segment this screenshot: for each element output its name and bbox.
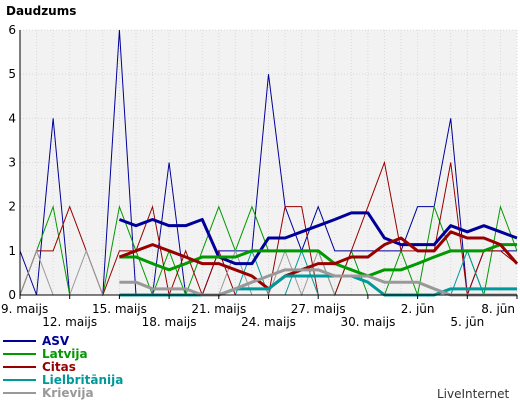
legend-label: Citas	[42, 360, 76, 374]
y-tick-label: 6	[8, 23, 16, 37]
x-tick-label: 12. maijs	[42, 315, 97, 329]
x-tick-label: 5. jūn	[450, 315, 484, 329]
x-tick-label: 27. maijs	[291, 302, 346, 316]
y-axis-ticks: 0 1 2 3 4 5 6	[8, 23, 16, 302]
series-line-average	[118, 230, 519, 291]
x-tick-label: 2. jūn	[401, 302, 435, 316]
series-line-average	[118, 211, 518, 266]
y-tick-label: 0	[8, 288, 16, 302]
legend-label: ASV	[42, 334, 70, 348]
x-tick-label: 30. maijs	[340, 315, 395, 329]
y-tick-label: 5	[8, 67, 16, 81]
x-tick-label: 15. maijs	[92, 302, 147, 316]
x-tick-label: 24. maijs	[241, 315, 296, 329]
legend-label: Lielbritānija	[42, 373, 123, 387]
brand-text: LiveInternet	[437, 387, 509, 401]
x-tick-label: 8. jūn	[481, 302, 515, 316]
y-axis-label: Daudzums	[6, 4, 76, 18]
y-tick-label: 3	[8, 156, 16, 170]
average-series-lines	[118, 211, 519, 297]
y-tick-label: 4	[8, 111, 16, 125]
legend-label: Krievija	[42, 386, 94, 400]
y-tick-label: 2	[8, 200, 16, 214]
series-line-average	[119, 243, 517, 278]
legend-label: Latvija	[42, 347, 88, 361]
x-tick-label: 21. maijs	[191, 302, 246, 316]
x-tick-label: 9. maijs	[1, 302, 48, 316]
y-tick-label: 1	[8, 244, 16, 258]
x-tick-label: 18. maijs	[142, 315, 197, 329]
